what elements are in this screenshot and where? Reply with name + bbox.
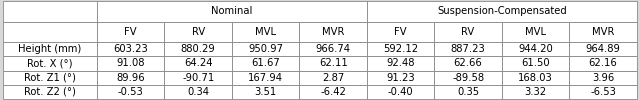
Bar xyxy=(164,56,232,71)
Text: 61.67: 61.67 xyxy=(252,58,280,69)
Bar xyxy=(97,22,164,42)
Text: 168.03: 168.03 xyxy=(518,73,553,83)
Bar xyxy=(97,1,367,22)
Text: 3.51: 3.51 xyxy=(255,87,276,97)
Text: 966.74: 966.74 xyxy=(316,44,351,54)
Bar xyxy=(300,56,367,71)
Text: 964.89: 964.89 xyxy=(586,44,621,54)
Text: -6.53: -6.53 xyxy=(590,87,616,97)
Bar xyxy=(232,42,300,56)
Bar xyxy=(502,56,570,71)
Text: 0.34: 0.34 xyxy=(187,87,209,97)
Text: RV: RV xyxy=(191,27,205,37)
Bar xyxy=(164,71,232,85)
Text: 3.32: 3.32 xyxy=(525,87,547,97)
Text: 91.08: 91.08 xyxy=(116,58,145,69)
Text: 167.94: 167.94 xyxy=(248,73,283,83)
Bar xyxy=(97,85,164,99)
Bar xyxy=(367,42,435,56)
Text: 62.16: 62.16 xyxy=(589,58,618,69)
Bar xyxy=(435,56,502,71)
Text: 592.12: 592.12 xyxy=(383,44,418,54)
Bar xyxy=(367,85,435,99)
Text: Suspension-Compensated: Suspension-Compensated xyxy=(437,6,566,16)
Text: -90.71: -90.71 xyxy=(182,73,214,83)
Bar xyxy=(570,56,637,71)
Bar xyxy=(300,85,367,99)
Bar xyxy=(3,42,97,56)
Bar xyxy=(502,71,570,85)
Text: 89.96: 89.96 xyxy=(116,73,145,83)
Text: 950.97: 950.97 xyxy=(248,44,283,54)
Bar xyxy=(502,85,570,99)
Bar xyxy=(164,42,232,56)
Text: 944.20: 944.20 xyxy=(518,44,553,54)
Bar xyxy=(3,56,97,71)
Text: 62.66: 62.66 xyxy=(454,58,483,69)
Text: Height (mm): Height (mm) xyxy=(19,44,82,54)
Text: 91.23: 91.23 xyxy=(387,73,415,83)
Bar xyxy=(232,22,300,42)
Bar xyxy=(97,56,164,71)
Bar xyxy=(367,1,637,22)
Bar xyxy=(232,56,300,71)
Bar xyxy=(435,42,502,56)
Bar xyxy=(367,56,435,71)
Bar xyxy=(300,42,367,56)
Text: -0.40: -0.40 xyxy=(388,87,413,97)
Bar xyxy=(300,22,367,42)
Bar xyxy=(300,71,367,85)
Text: 880.29: 880.29 xyxy=(181,44,216,54)
Text: -6.42: -6.42 xyxy=(320,87,346,97)
Bar xyxy=(502,42,570,56)
Bar xyxy=(570,71,637,85)
Bar xyxy=(502,22,570,42)
Text: 92.48: 92.48 xyxy=(387,58,415,69)
Bar xyxy=(367,71,435,85)
Text: MVR: MVR xyxy=(322,27,344,37)
Text: Rot. Z1 (°): Rot. Z1 (°) xyxy=(24,73,76,83)
Text: 2.87: 2.87 xyxy=(322,73,344,83)
Text: Rot. X (°): Rot. X (°) xyxy=(28,58,73,69)
Bar xyxy=(435,85,502,99)
Text: MVR: MVR xyxy=(592,27,614,37)
Bar xyxy=(435,22,502,42)
Text: Nominal: Nominal xyxy=(211,6,253,16)
Bar xyxy=(435,71,502,85)
Text: 3.96: 3.96 xyxy=(592,73,614,83)
Text: 62.11: 62.11 xyxy=(319,58,348,69)
Bar xyxy=(3,85,97,99)
Text: FV: FV xyxy=(124,27,137,37)
Text: Rot. Z2 (°): Rot. Z2 (°) xyxy=(24,87,76,97)
Text: -89.58: -89.58 xyxy=(452,73,484,83)
Bar xyxy=(570,42,637,56)
Bar xyxy=(367,22,435,42)
Bar xyxy=(97,71,164,85)
Bar xyxy=(570,85,637,99)
Bar xyxy=(3,22,97,42)
Text: 887.23: 887.23 xyxy=(451,44,486,54)
Text: RV: RV xyxy=(461,27,475,37)
Bar xyxy=(97,42,164,56)
Bar xyxy=(164,22,232,42)
Bar xyxy=(3,1,97,22)
Text: MVL: MVL xyxy=(255,27,276,37)
Text: 64.24: 64.24 xyxy=(184,58,212,69)
Text: FV: FV xyxy=(394,27,407,37)
Text: 61.50: 61.50 xyxy=(521,58,550,69)
Text: -0.53: -0.53 xyxy=(118,87,143,97)
Bar xyxy=(3,71,97,85)
Bar xyxy=(232,85,300,99)
Bar xyxy=(570,22,637,42)
Bar xyxy=(164,85,232,99)
Bar xyxy=(232,71,300,85)
Text: 603.23: 603.23 xyxy=(113,44,148,54)
Text: 0.35: 0.35 xyxy=(457,87,479,97)
Text: MVL: MVL xyxy=(525,27,546,37)
